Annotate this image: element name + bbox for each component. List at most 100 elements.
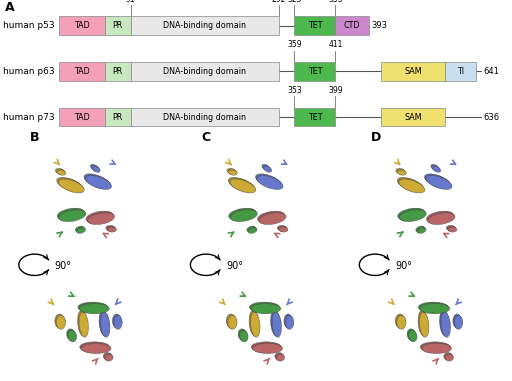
Bar: [131, 16, 279, 35]
Ellipse shape: [79, 312, 89, 337]
Ellipse shape: [78, 311, 88, 336]
Ellipse shape: [107, 227, 116, 232]
Ellipse shape: [239, 330, 248, 341]
Ellipse shape: [108, 227, 116, 232]
Ellipse shape: [58, 179, 84, 193]
Ellipse shape: [247, 226, 255, 232]
Ellipse shape: [227, 314, 236, 328]
Ellipse shape: [229, 178, 254, 192]
Text: PR: PR: [113, 21, 123, 30]
Ellipse shape: [85, 175, 111, 189]
Text: 325: 325: [287, 0, 302, 3]
Ellipse shape: [87, 212, 113, 223]
Ellipse shape: [279, 227, 288, 232]
Ellipse shape: [76, 227, 84, 232]
Ellipse shape: [112, 314, 121, 328]
Bar: [294, 108, 335, 126]
Ellipse shape: [418, 311, 428, 336]
Ellipse shape: [419, 312, 429, 337]
Ellipse shape: [228, 170, 237, 174]
Ellipse shape: [440, 311, 450, 336]
Ellipse shape: [408, 330, 416, 341]
Ellipse shape: [230, 179, 256, 193]
Text: TET: TET: [308, 21, 322, 30]
Ellipse shape: [447, 226, 456, 231]
Ellipse shape: [57, 178, 83, 192]
Ellipse shape: [81, 343, 111, 353]
Ellipse shape: [229, 209, 256, 221]
Ellipse shape: [248, 228, 257, 234]
Text: DNA-binding domain: DNA-binding domain: [163, 67, 246, 76]
Ellipse shape: [227, 315, 237, 329]
Ellipse shape: [257, 176, 283, 189]
Ellipse shape: [229, 208, 255, 220]
Ellipse shape: [77, 311, 87, 336]
Ellipse shape: [55, 314, 64, 328]
Bar: [335, 16, 369, 35]
Text: 411: 411: [328, 40, 343, 49]
Ellipse shape: [417, 228, 426, 234]
Ellipse shape: [398, 178, 423, 192]
Ellipse shape: [67, 330, 75, 341]
Text: 90°: 90°: [55, 261, 72, 271]
Ellipse shape: [441, 312, 451, 337]
Text: DNA-binding domain: DNA-binding domain: [163, 113, 246, 122]
Text: TET: TET: [308, 113, 322, 122]
Ellipse shape: [396, 169, 405, 174]
Ellipse shape: [226, 314, 236, 328]
Bar: [105, 62, 131, 81]
Text: 292: 292: [272, 0, 286, 3]
Text: 91: 91: [126, 0, 135, 3]
Ellipse shape: [270, 311, 280, 336]
Ellipse shape: [88, 213, 115, 224]
Ellipse shape: [259, 212, 286, 224]
Ellipse shape: [86, 176, 112, 189]
Text: SAM: SAM: [404, 67, 422, 76]
Text: D: D: [371, 131, 381, 144]
Ellipse shape: [56, 169, 65, 174]
Ellipse shape: [57, 170, 66, 175]
Ellipse shape: [432, 165, 439, 171]
Ellipse shape: [227, 168, 236, 173]
Ellipse shape: [251, 342, 281, 352]
Text: 393: 393: [371, 21, 387, 30]
Text: A: A: [5, 2, 15, 14]
Ellipse shape: [455, 315, 463, 329]
Text: 399: 399: [328, 86, 343, 95]
Ellipse shape: [272, 312, 282, 337]
Ellipse shape: [77, 228, 86, 234]
Ellipse shape: [252, 343, 282, 353]
Ellipse shape: [79, 312, 88, 337]
Ellipse shape: [105, 354, 113, 361]
Ellipse shape: [239, 330, 247, 341]
Bar: [105, 108, 131, 126]
Ellipse shape: [75, 226, 84, 232]
Ellipse shape: [396, 315, 406, 329]
Ellipse shape: [420, 342, 450, 352]
Ellipse shape: [99, 311, 109, 336]
Ellipse shape: [408, 330, 417, 341]
Bar: [445, 62, 476, 81]
Ellipse shape: [91, 165, 99, 171]
Ellipse shape: [397, 177, 423, 191]
Bar: [59, 108, 105, 126]
Ellipse shape: [440, 312, 450, 337]
Ellipse shape: [439, 311, 449, 336]
Ellipse shape: [80, 343, 110, 352]
Ellipse shape: [395, 314, 404, 328]
Ellipse shape: [229, 179, 255, 192]
Ellipse shape: [264, 166, 272, 172]
Ellipse shape: [86, 211, 113, 223]
Text: CTD: CTD: [344, 21, 360, 30]
Ellipse shape: [252, 343, 282, 352]
Ellipse shape: [253, 344, 283, 354]
Ellipse shape: [278, 226, 286, 230]
Text: human p63: human p63: [3, 67, 54, 76]
Ellipse shape: [445, 354, 453, 360]
Ellipse shape: [106, 226, 115, 231]
Ellipse shape: [99, 311, 109, 336]
Ellipse shape: [57, 177, 82, 191]
Ellipse shape: [247, 227, 256, 232]
Text: TI: TI: [457, 67, 464, 76]
Bar: [131, 108, 279, 126]
